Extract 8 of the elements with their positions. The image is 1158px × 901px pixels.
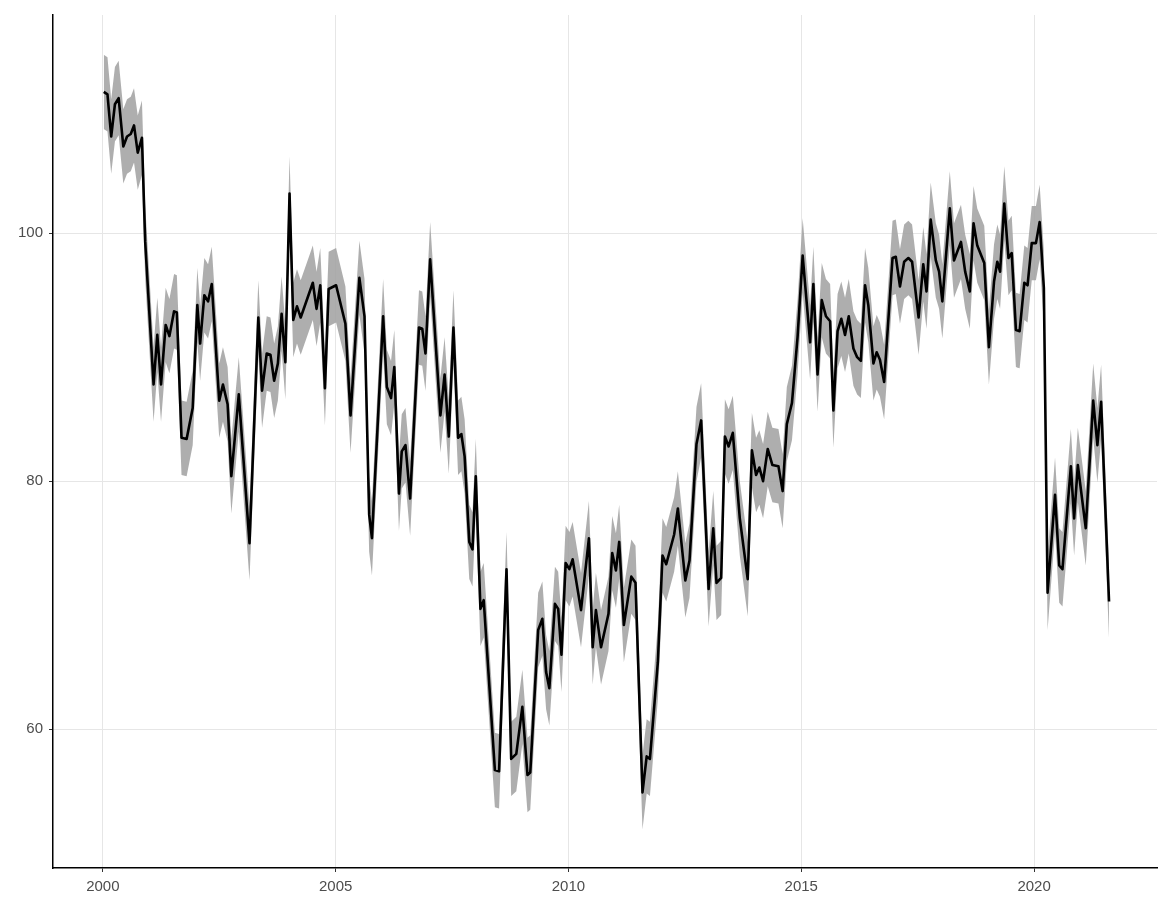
x-tick-label: 2010 xyxy=(551,877,586,895)
y-tick-label: 60 xyxy=(26,719,43,737)
x-tick-label: 2015 xyxy=(784,877,818,895)
x-tick-label: 2020 xyxy=(1017,877,1051,895)
x-tick-label: 2000 xyxy=(86,877,120,895)
y-tick-label: 100 xyxy=(17,223,43,241)
x-tick-label: 2005 xyxy=(318,877,353,895)
y-tick-label: 80 xyxy=(26,471,43,489)
